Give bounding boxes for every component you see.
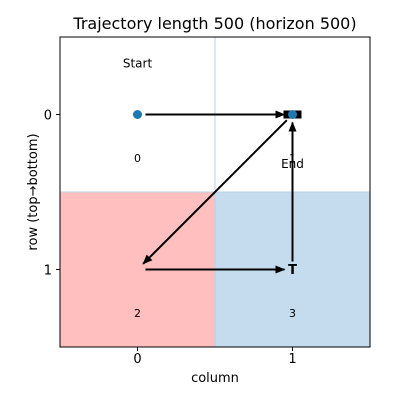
axis-ticks: 0 1 0 1 [44,109,297,368]
cell-index-label: 0 [134,152,141,165]
start-marker [133,110,142,119]
annotations: Start End T [123,56,304,278]
annotation-end: End [281,157,304,171]
trajectory-markers [133,110,302,119]
end-dot-marker [288,110,297,119]
y-tick-label: 0 [44,109,52,124]
annotation-t: T [288,263,297,278]
x-tick-label: 0 [133,352,141,367]
cell-index-label: 3 [289,307,296,320]
path-arrow-2 [142,119,288,265]
plot-frame [59,36,371,348]
trajectory-path [142,110,297,274]
y-tick-label: 1 [44,264,52,279]
x-tick-label: 1 [288,352,296,367]
x-axis-label: column [191,371,239,386]
cell-index-label: 2 [134,307,141,320]
y-axis-label: row (top→bottom) [26,133,41,250]
chart-title: Trajectory length 500 (horizon 500) [72,14,356,33]
annotation-start: Start [123,56,153,70]
